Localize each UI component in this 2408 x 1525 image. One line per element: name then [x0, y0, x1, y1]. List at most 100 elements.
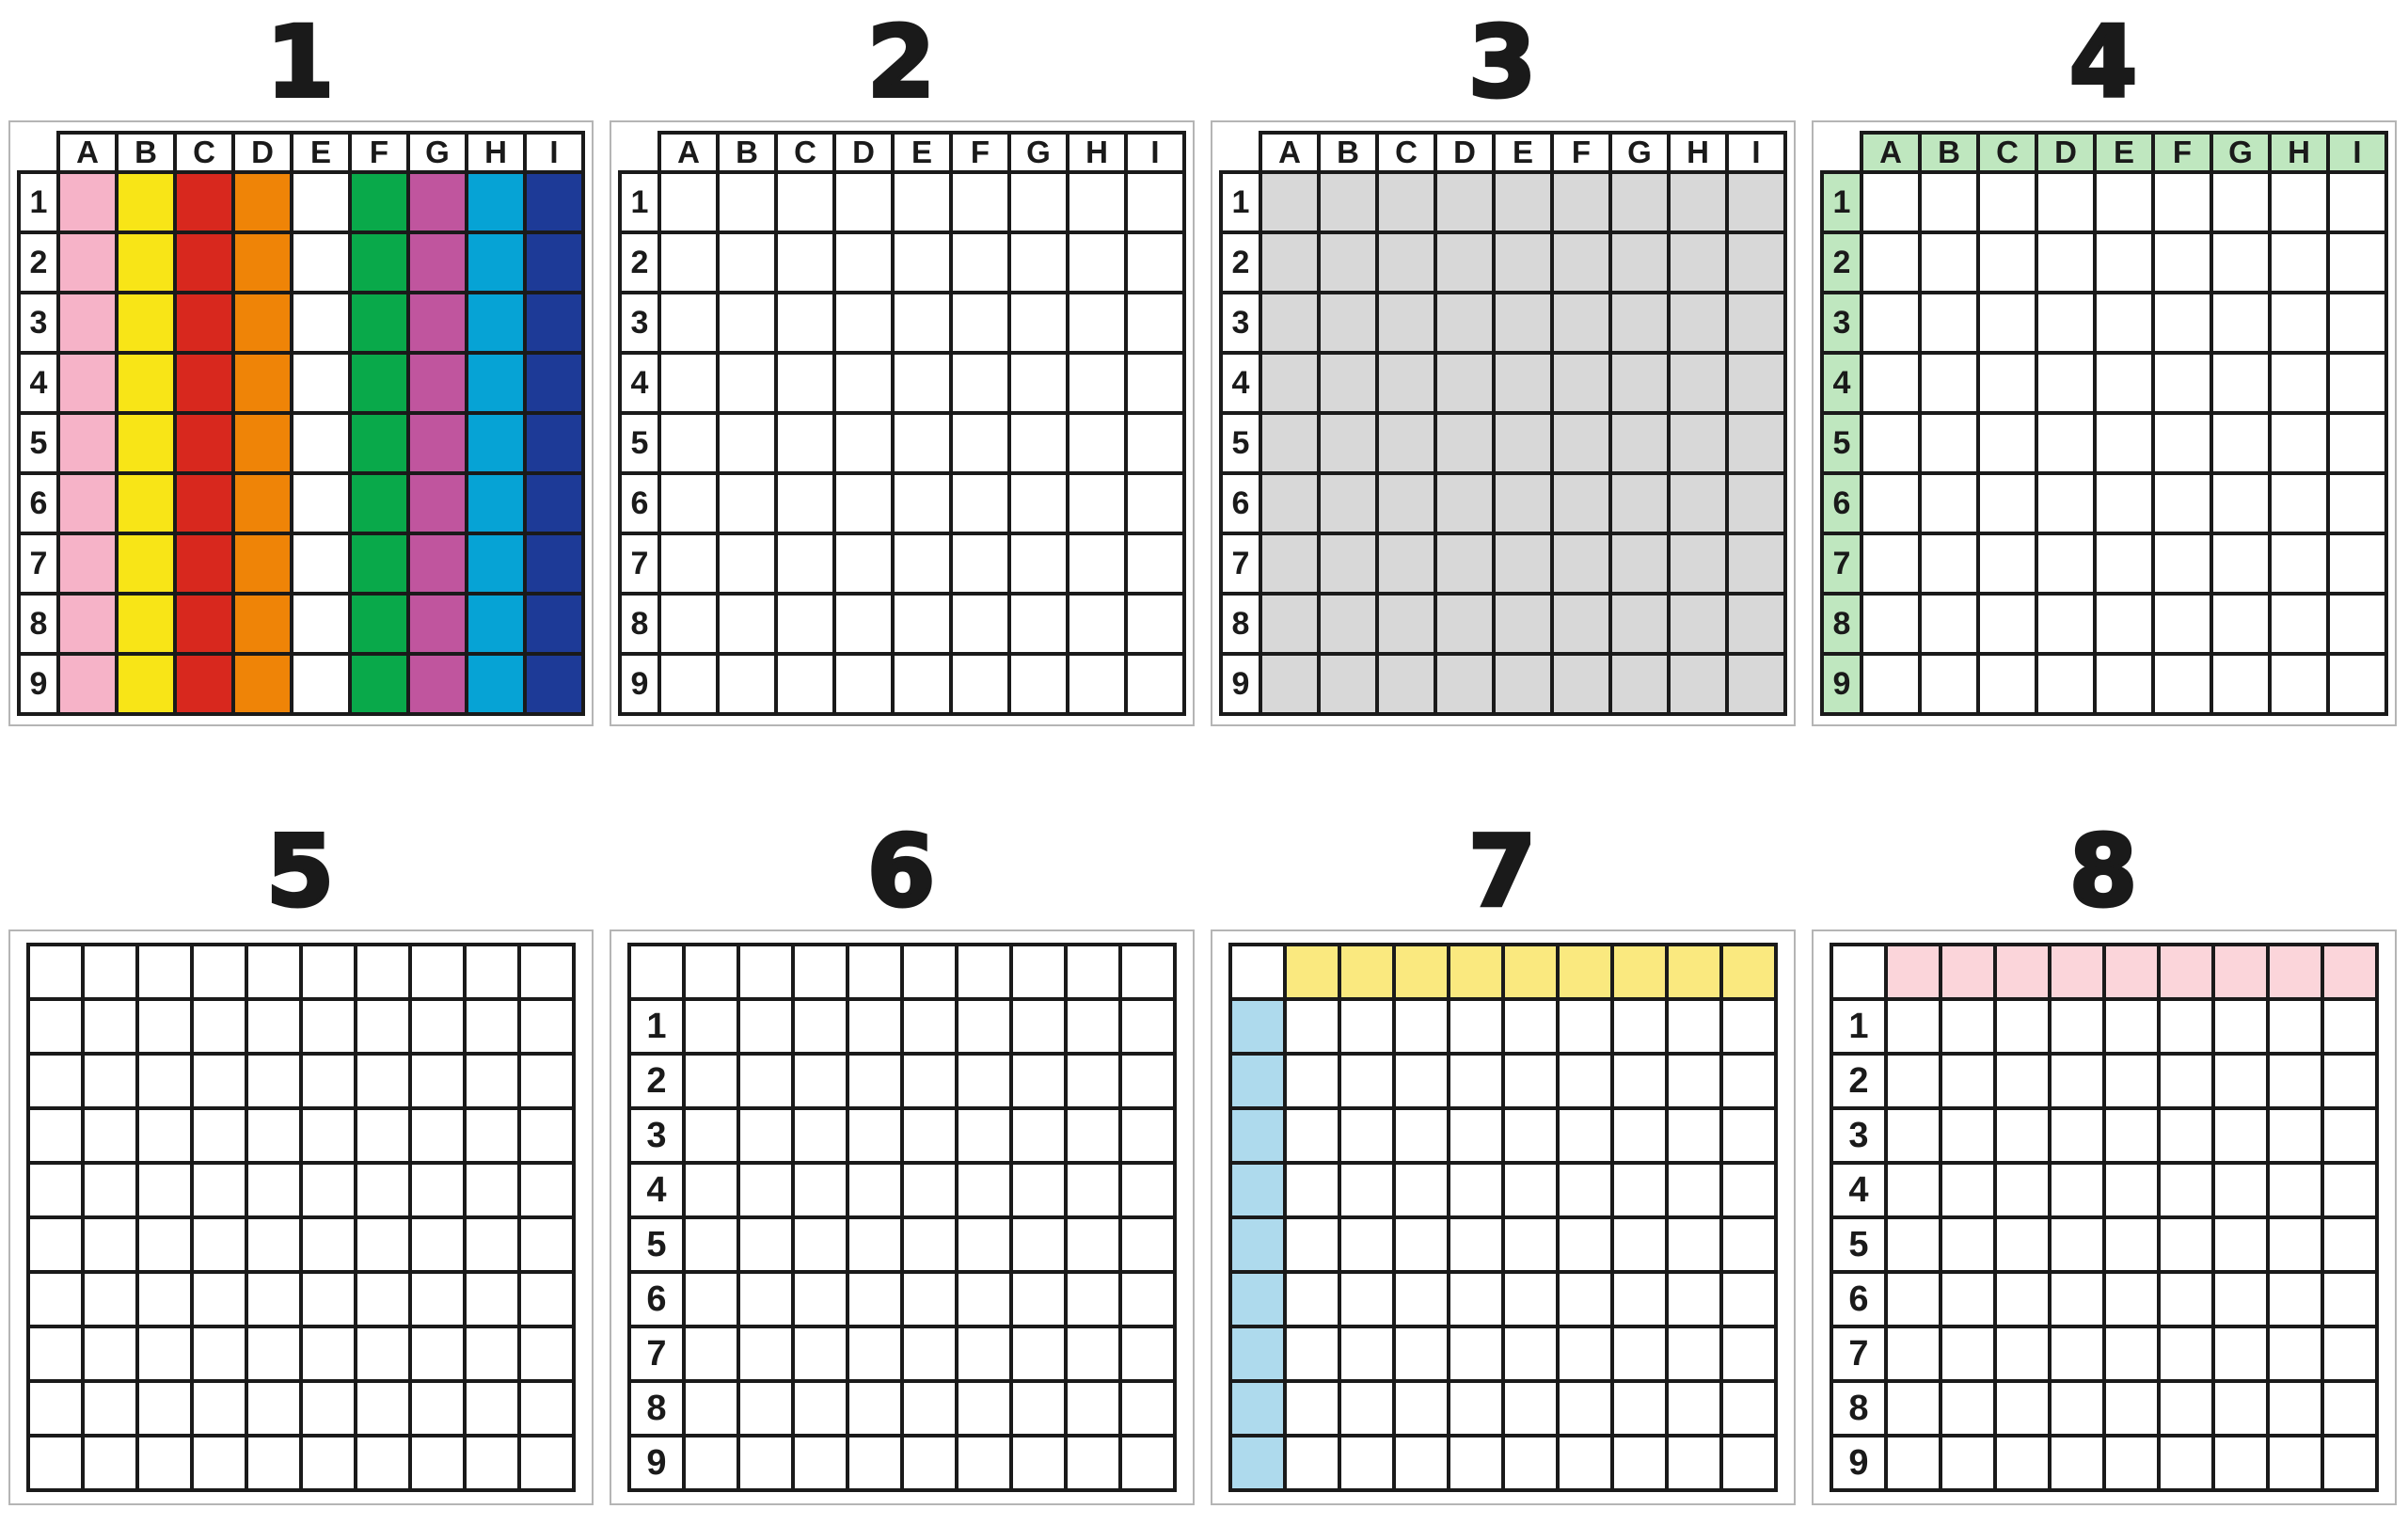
grid-cell	[2211, 1052, 2270, 1110]
grid-cell	[135, 1379, 194, 1438]
grid-cell	[465, 471, 527, 535]
corner-cell	[1228, 943, 1287, 1001]
grid-cell	[716, 170, 778, 234]
grid-table	[26, 943, 576, 1492]
grid-cell	[955, 943, 1013, 1001]
top-row-cell	[1610, 943, 1669, 1001]
grid-cell	[2102, 1052, 2161, 1110]
grid-cell	[1667, 532, 1729, 596]
row-label-cell: 6	[17, 471, 60, 535]
grid-cell	[955, 1052, 1013, 1110]
row-label-cell: 7	[618, 532, 661, 596]
grid-cell	[955, 1434, 1013, 1492]
grid-cell	[1667, 652, 1729, 716]
grid-title: 3	[1466, 3, 1539, 121]
grid-cell	[657, 230, 720, 294]
grid-cell	[408, 1270, 467, 1328]
grid-cell	[1918, 291, 1980, 355]
grid-cell	[1608, 592, 1671, 656]
grid-cell	[1009, 1161, 1068, 1219]
grid-cell	[463, 1325, 521, 1383]
grid-cell	[737, 997, 795, 1056]
row-label-cell: 4	[17, 351, 60, 415]
grid-cell	[245, 1379, 303, 1438]
grid-cell	[1007, 652, 1069, 716]
grid-cell	[1259, 532, 1321, 596]
grid-cell	[1338, 1161, 1396, 1219]
grid-cell	[1719, 1434, 1778, 1492]
grid-cell	[2048, 1379, 2106, 1438]
grid-cell	[891, 652, 953, 716]
grid-cell	[1064, 1161, 1122, 1219]
grid-cell	[1317, 351, 1379, 415]
column-header-cell: I	[523, 131, 585, 174]
grid-cell	[846, 1379, 904, 1438]
grid-cell	[1976, 592, 2038, 656]
grid-cell	[1608, 170, 1671, 234]
grid-cell	[1447, 1161, 1505, 1219]
grid-cell	[26, 1434, 85, 1492]
grid-cell	[354, 997, 412, 1056]
grid-cell	[173, 652, 235, 716]
grid-cell	[774, 471, 836, 535]
grid-cell	[1124, 291, 1186, 355]
grid-cell	[900, 1215, 958, 1274]
grid-cell	[1283, 1434, 1341, 1492]
grid-cell	[682, 1161, 740, 1219]
grid-cell	[523, 291, 585, 355]
grid-cell	[1501, 1325, 1560, 1383]
grid-cell	[81, 1106, 139, 1165]
row-label-cell: 8	[618, 592, 661, 656]
grid-cell	[173, 532, 235, 596]
grid-cell	[1993, 1052, 2052, 1110]
grid-cell	[290, 411, 352, 475]
grid-cell	[231, 592, 293, 656]
grid-cell	[135, 943, 194, 1001]
grid-cell	[2326, 592, 2388, 656]
grid-cell	[245, 1215, 303, 1274]
grid-cell	[354, 1161, 412, 1219]
grid-cell	[1667, 592, 1729, 656]
grid-cell	[1434, 351, 1496, 415]
column-header-cell: C	[1976, 131, 2038, 174]
grid-cell	[354, 1052, 412, 1110]
grid-cell	[354, 943, 412, 1001]
row-label-cell: 8	[1830, 1379, 1888, 1438]
grid-cell	[2102, 1161, 2161, 1219]
grid-cell	[2326, 411, 2388, 475]
row-label-cell: 7	[1219, 532, 1262, 596]
column-header-cell: I	[1124, 131, 1186, 174]
grid-cell	[2211, 1106, 2270, 1165]
grid-cell	[523, 652, 585, 716]
grid-cell	[737, 1270, 795, 1328]
grid-cell	[682, 1106, 740, 1165]
grid-cell	[2268, 411, 2330, 475]
grid-cell	[1550, 230, 1612, 294]
grid-cell	[465, 170, 527, 234]
grid-cell	[1665, 997, 1723, 1056]
grid-cell	[245, 1052, 303, 1110]
grid-cell	[2157, 1052, 2215, 1110]
grid-cell	[1338, 1106, 1396, 1165]
grid-cell	[832, 170, 895, 234]
grid-cell	[1392, 1161, 1450, 1219]
grid-cell	[1610, 1215, 1669, 1274]
grid-cell	[1667, 351, 1729, 415]
grid-cell	[1338, 1052, 1396, 1110]
grid-cell	[1501, 1161, 1560, 1219]
grid-cell	[2157, 1379, 2215, 1438]
grid-cell	[406, 532, 468, 596]
grid-cell	[348, 351, 410, 415]
grid-cell	[1124, 652, 1186, 716]
grid-cell	[290, 351, 352, 415]
grid-cell	[26, 1270, 85, 1328]
grid-cell	[1009, 1379, 1068, 1438]
grid-cell	[1447, 997, 1505, 1056]
row-label-cell: 5	[618, 411, 661, 475]
grid-cell	[1283, 1215, 1341, 1274]
grid-cell	[354, 1379, 412, 1438]
grid-cell	[2326, 532, 2388, 596]
grid-cell	[1066, 291, 1128, 355]
grid-cell	[1434, 652, 1496, 716]
